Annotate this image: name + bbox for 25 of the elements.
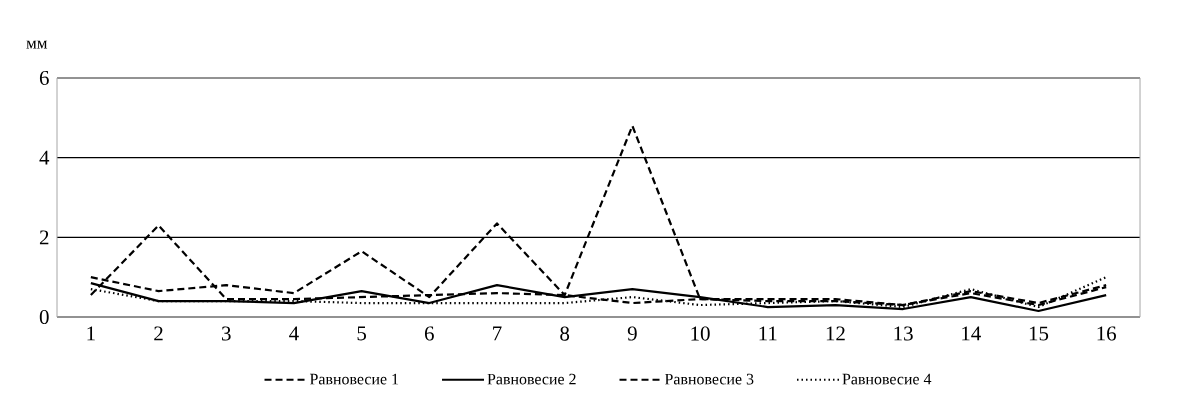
x-tick-label: 6 bbox=[424, 326, 434, 341]
x-tick-label: 4 bbox=[289, 326, 299, 341]
x-tick-label: 10 bbox=[691, 326, 710, 341]
x-tick-label: 15 bbox=[1029, 326, 1049, 341]
x-tick-label: 11 bbox=[759, 326, 777, 341]
x-tick-label: 16 bbox=[1097, 326, 1117, 341]
x-tick-label: 13 bbox=[894, 326, 913, 341]
y-axis-title: мм bbox=[26, 40, 48, 49]
x-tick-label: 12 bbox=[826, 326, 845, 341]
x-tick-label: 2 bbox=[154, 326, 163, 341]
legend-label: Равновесие 3 bbox=[664, 373, 754, 385]
legend-label: Равновесие 1 bbox=[309, 373, 399, 385]
y-tick-label: 0 bbox=[39, 309, 49, 325]
legend-label: Равновесие 2 bbox=[487, 373, 576, 385]
y-tick-label: 6 bbox=[39, 70, 49, 86]
y-tick-label: 2 bbox=[39, 230, 49, 245]
x-tick-label: 9 bbox=[627, 326, 637, 341]
x-tick-label: 14 bbox=[962, 326, 981, 341]
x-tick-label: 1 bbox=[87, 326, 95, 341]
legend-label: Равновесие 4 bbox=[842, 373, 932, 385]
x-tick-label: 8 bbox=[560, 326, 570, 341]
x-tick-label: 3 bbox=[222, 326, 231, 341]
x-tick-label: 7 bbox=[493, 326, 502, 341]
y-tick-label: 4 bbox=[39, 150, 50, 165]
x-tick-label: 5 bbox=[357, 326, 367, 341]
